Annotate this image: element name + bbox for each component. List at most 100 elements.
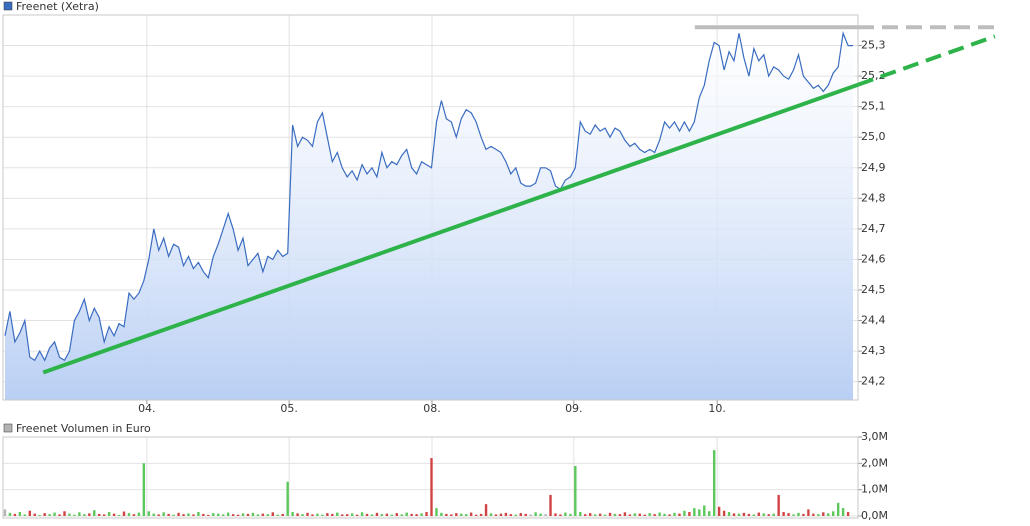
volume-bar: [633, 513, 637, 516]
volume-bar: [648, 513, 651, 516]
volume-bar: [23, 514, 27, 516]
volume-bar: [792, 514, 795, 516]
volume-bar: [420, 513, 423, 516]
volume-bar: [187, 513, 190, 516]
volume-bar: [331, 513, 334, 516]
volume-bar: [316, 513, 319, 516]
volume-bar: [296, 513, 299, 516]
volume-bar: [306, 512, 309, 516]
volume-bar: [98, 513, 101, 516]
volume-bar: [703, 505, 706, 516]
volume-bar: [797, 512, 800, 516]
volume-bar: [678, 513, 681, 516]
volume-bar: [802, 513, 805, 516]
volume-bar: [479, 513, 483, 516]
volume-bar: [747, 513, 751, 516]
volume-bar: [281, 513, 284, 516]
volume-bar: [782, 512, 785, 516]
y-tick-label: 2,0M: [861, 456, 888, 469]
volume-bar: [221, 514, 225, 516]
volume-bar: [251, 512, 255, 516]
y-tick-label: 25,0: [861, 130, 886, 143]
volume-bar: [668, 514, 671, 516]
volume-bar: [445, 513, 448, 516]
volume-bar: [48, 514, 51, 516]
volume-bar: [202, 513, 205, 516]
volume-bar: [544, 514, 547, 516]
volume-bar: [465, 514, 468, 516]
volume-bar: [450, 514, 453, 516]
volume-bar: [846, 512, 850, 516]
volume-bar: [152, 513, 155, 516]
volume-bar: [822, 512, 825, 516]
volume-bar: [579, 512, 582, 516]
volume-bar: [812, 513, 815, 516]
volume-bar: [608, 512, 612, 516]
volume-bar: [355, 514, 359, 516]
volume-bar: [623, 512, 627, 516]
y-tick-label: 24,2: [861, 375, 886, 388]
volume-bar: [455, 513, 458, 516]
volume-bar: [142, 463, 146, 516]
volume-bar: [345, 514, 349, 516]
volume-bar: [405, 512, 408, 516]
volume-bar: [598, 513, 602, 516]
volume-bar: [584, 514, 587, 516]
volume-bar: [157, 514, 160, 516]
volume-bar: [603, 514, 607, 516]
volume-bar: [534, 512, 537, 516]
volume-bar: [484, 504, 488, 516]
y-tick-label: 25,2: [861, 69, 886, 82]
volume-bar: [435, 508, 438, 516]
volume-bar: [574, 465, 577, 516]
volume-bar: [504, 512, 508, 516]
volume-bar: [390, 514, 394, 516]
volume-bar: [18, 512, 22, 516]
volume-bar: [192, 514, 195, 516]
x-tick-label: 10.: [708, 402, 726, 415]
plot-frame: [2, 436, 859, 519]
volume-bar: [514, 514, 518, 516]
volume-bar: [469, 512, 473, 516]
volume-bar: [817, 514, 820, 516]
volume-bar: [33, 513, 36, 516]
volume-bar: [83, 514, 86, 516]
y-tick-label: 24,8: [861, 191, 886, 204]
volume-bar: [395, 513, 398, 516]
volume-bar: [613, 513, 617, 516]
volume-bar: [197, 512, 200, 516]
volume-bar: [256, 514, 260, 516]
volume-bar: [311, 514, 314, 516]
y-tick-label: 25,1: [861, 100, 886, 113]
volume-bar: [336, 512, 339, 516]
volume-bar: [618, 514, 622, 516]
volume-bar: [3, 509, 7, 516]
volume-bar: [494, 514, 498, 516]
y-tick-label: 24,9: [861, 161, 886, 174]
volume-bar: [653, 514, 656, 516]
volume-bar: [827, 513, 830, 516]
volume-bar: [301, 514, 304, 516]
volume-bar: [693, 508, 696, 516]
volume-bar: [509, 514, 513, 516]
volume-bar: [762, 513, 765, 516]
legend-swatch: [3, 423, 13, 433]
volume-bar: [757, 512, 761, 516]
volume-bar: [88, 513, 91, 516]
volume-bar: [385, 513, 389, 516]
volume-bar: [38, 514, 41, 516]
volume-bar: [638, 513, 641, 516]
x-tick-label: 04.: [138, 402, 156, 415]
volume-bar: [350, 513, 354, 516]
volume-bar: [68, 513, 71, 516]
volume-bar: [539, 513, 542, 516]
volume-bar: [162, 512, 165, 516]
volume-bar: [549, 494, 552, 516]
volume-bar: [727, 512, 731, 516]
volume-bar: [326, 513, 329, 516]
y-tick-label: 24,5: [861, 283, 886, 296]
volume-bar: [231, 514, 235, 516]
volume-bar: [569, 513, 572, 516]
volume-bar: [241, 513, 245, 516]
